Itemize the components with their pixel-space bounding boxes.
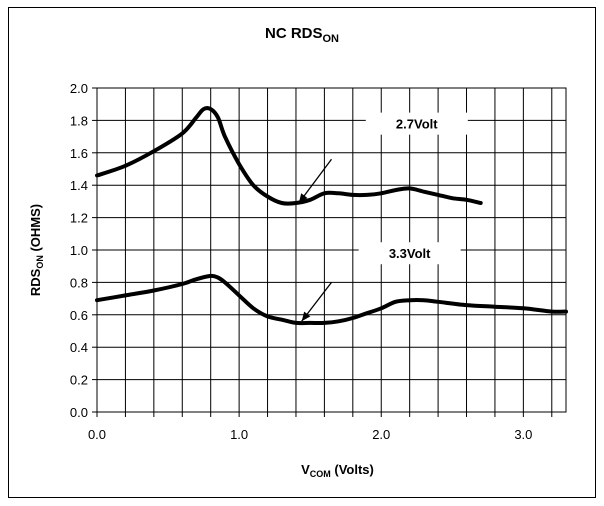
x-tick-label-2: 2.0 <box>372 427 390 442</box>
chart-frame <box>8 7 596 498</box>
annotation-label-0: 2.7Volt <box>396 117 438 132</box>
x-axis-title-rest: (Volts) <box>331 462 374 477</box>
annotation-arrowhead-1 <box>301 311 311 322</box>
y-axis-title-main: RDS <box>28 268 43 296</box>
y-tick-label-4: 0.8 <box>70 275 88 290</box>
x-axis-title-main: V <box>301 462 310 477</box>
y-tick-label-1: 0.2 <box>70 373 88 388</box>
y-axis-title: RDSON (OHMS) <box>28 204 45 296</box>
annotation-arrowhead-0 <box>298 193 308 204</box>
series-group <box>95 106 568 326</box>
chart-title-sub: ON <box>323 33 340 45</box>
y-tick-label-5: 1.0 <box>70 243 88 258</box>
annotation-box-1 <box>358 242 461 265</box>
chart-title: NC RDSON <box>265 25 339 45</box>
x-tick-label-0: 0.0 <box>88 427 106 442</box>
axis-ticks: 0.0 0.2 0.4 0.6 0.8 1.0 1.2 1.4 1.6 1.8 2.0 0.0 1.0 2… <box>70 81 553 442</box>
annotation-box-0 <box>365 112 468 135</box>
y-tick-label-6: 1.2 <box>70 211 88 226</box>
x-tick-label-3: 3.0 <box>514 427 532 442</box>
grid <box>96 87 566 413</box>
series-line-3.3Volt <box>95 273 568 326</box>
chart-title-main: NC RDS <box>265 25 323 42</box>
y-tick-label-10: 2.0 <box>70 81 88 96</box>
x-axis-title: VCOM (Volts) <box>301 462 374 479</box>
y-tick-label-0: 0.0 <box>70 405 88 420</box>
y-tick-label-9: 1.8 <box>70 113 88 128</box>
y-tick-label-3: 0.6 <box>70 308 88 323</box>
y-axis-title-rest: (OHMS) <box>28 204 43 255</box>
annotations: 2.7Volt 3.3Volt <box>298 112 468 322</box>
y-tick-label-8: 1.6 <box>70 146 88 161</box>
y-tick-label-7: 1.4 <box>70 178 88 193</box>
x-axis-title-sub: COM <box>310 469 331 479</box>
x-tick-label-1: 1.0 <box>230 427 248 442</box>
y-axis-title-sub: ON <box>35 255 45 269</box>
annotation-label-1: 3.3Volt <box>389 246 431 261</box>
series-line-2.7Volt <box>95 106 483 206</box>
y-tick-label-2: 0.4 <box>70 340 88 355</box>
